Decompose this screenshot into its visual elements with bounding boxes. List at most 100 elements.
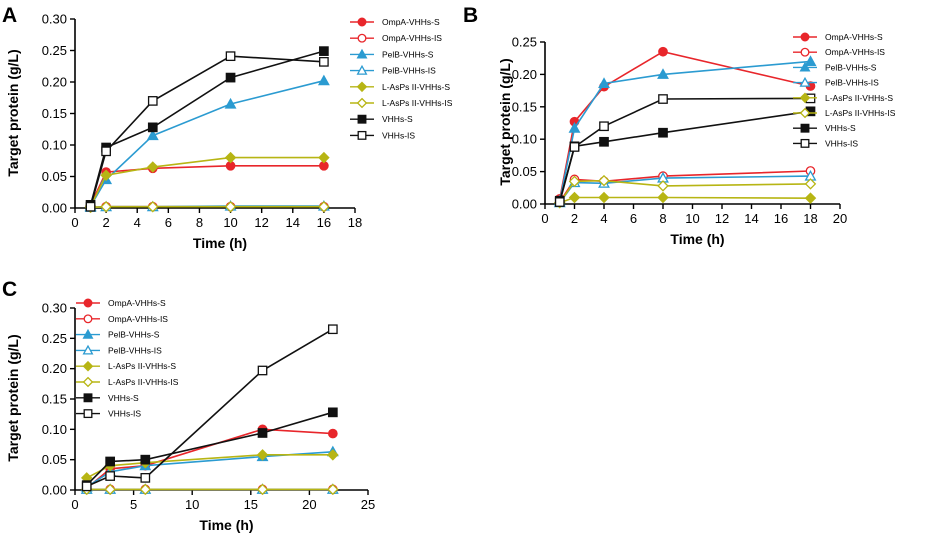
legend-label: OmpA-VHHs-S xyxy=(825,32,883,42)
series-line xyxy=(559,179,811,204)
x-tick-label: 10 xyxy=(685,211,699,226)
y-axis-title: Target protein (g/L) xyxy=(5,49,21,176)
legend-entry: PelB-VHHs-S xyxy=(76,328,160,340)
legend-marker xyxy=(357,33,367,43)
legend-entry: VHHs-S xyxy=(350,114,413,124)
x-tick-label: 20 xyxy=(833,211,847,226)
legend-label: OmpA-VHHs-S xyxy=(108,298,166,308)
legend-entry: L-AsPs II-VHHs-IS xyxy=(350,97,453,109)
series-vhhs-is xyxy=(554,93,816,207)
y-tick-label: 0.05 xyxy=(42,452,67,467)
data-point xyxy=(257,428,268,438)
legend-label: VHHs-IS xyxy=(108,409,141,419)
data-point xyxy=(319,56,329,67)
series-line xyxy=(89,79,325,207)
x-tick-label: 4 xyxy=(600,211,607,226)
legend-label: OmpA-VHHs-IS xyxy=(108,314,168,324)
legend-label: OmpA-VHHs-IS xyxy=(382,33,442,43)
x-tick-label: 10 xyxy=(185,497,199,512)
y-tick-label: 0.10 xyxy=(512,132,537,147)
x-tick-label: 2 xyxy=(571,211,578,226)
legend-entry: L-AsPs II-VHHs-S xyxy=(76,360,176,372)
panel-letter: A xyxy=(2,4,17,27)
data-point xyxy=(100,169,112,181)
x-tick-label: 0 xyxy=(541,211,548,226)
legend-entry: OmpA-VHHs-IS xyxy=(793,47,885,57)
legend-marker xyxy=(356,64,368,75)
legend-entry: VHHs-IS xyxy=(793,138,858,148)
legend-entry: VHHs-S xyxy=(76,393,139,403)
legend-label: VHHs-S xyxy=(825,123,856,133)
data-point xyxy=(224,97,237,109)
data-point xyxy=(598,174,610,187)
series-l-asps-ii-vhhs-is xyxy=(80,483,339,496)
series-line xyxy=(89,156,324,207)
data-point xyxy=(327,324,338,335)
series-line xyxy=(89,50,325,206)
legend-entry: L-AsPs II-VHHs-IS xyxy=(76,376,179,388)
series-pelb-vhhs-s xyxy=(553,55,817,206)
legend-marker xyxy=(799,76,811,87)
y-tick-label: 0.15 xyxy=(42,106,67,121)
data-point xyxy=(319,46,329,56)
legend-marker xyxy=(83,298,93,308)
data-point xyxy=(598,77,610,88)
x-axis-title: Time (h) xyxy=(670,231,724,247)
y-tick-label: 0.20 xyxy=(42,75,67,90)
series-line xyxy=(559,196,811,204)
y-tick-label: 0.15 xyxy=(512,99,537,114)
legend-marker xyxy=(356,97,368,109)
data-point xyxy=(658,127,668,138)
data-point xyxy=(554,197,565,207)
legend: OmpA-VHHs-S OmpA-VHHs-IS PelB-VHHs-S PelB-V… xyxy=(76,298,179,419)
legend-marker xyxy=(83,409,93,419)
data-point xyxy=(140,473,151,483)
data-point xyxy=(657,191,669,204)
legend-marker xyxy=(82,376,94,388)
y-axis-title: Target protein (g/L) xyxy=(497,58,513,185)
legend-entry: L-AsPs II-VHHs-S xyxy=(350,81,450,93)
y-tick-label: 0.15 xyxy=(42,392,67,407)
legend-entry: L-AsPs II-VHHs-IS xyxy=(793,107,896,119)
data-point xyxy=(804,192,817,204)
legend-marker xyxy=(82,360,94,372)
data-point xyxy=(327,483,339,496)
legend-label: PelB-VHHs-IS xyxy=(825,78,879,88)
legend: OmpA-VHHs-S OmpA-VHHs-IS PelB-VHHs-S PelB-V… xyxy=(350,17,453,140)
legend-marker xyxy=(82,344,94,355)
legend-entry: PelB-VHHs-IS xyxy=(350,64,436,76)
x-tick-label: 12 xyxy=(715,211,729,226)
x-tick-label: 16 xyxy=(774,211,788,226)
legend-marker xyxy=(83,314,93,324)
data-point xyxy=(657,68,669,79)
legend-label: OmpA-VHHs-IS xyxy=(825,47,885,57)
y-tick-label: 0.00 xyxy=(42,483,67,498)
data-point xyxy=(146,129,159,141)
legend-entry: OmpA-VHHs-S xyxy=(793,32,883,42)
x-tick-label: 14 xyxy=(744,211,758,226)
data-point xyxy=(599,136,609,147)
series-ompa-vhhs-s xyxy=(554,46,816,204)
x-tick-label: 6 xyxy=(630,211,637,226)
data-point xyxy=(139,483,152,496)
legend-entry: OmpA-VHHs-S xyxy=(350,17,440,27)
legend-marker xyxy=(83,393,93,403)
data-point xyxy=(147,122,158,133)
series-line xyxy=(86,451,333,488)
series-vhhs-is xyxy=(85,51,329,212)
legend-marker xyxy=(357,114,367,124)
legend-marker xyxy=(82,328,94,339)
y-tick-label: 0.05 xyxy=(512,164,537,179)
series-pelb-vhhs-s xyxy=(80,445,339,492)
legend-label: L-AsPs II-VHHs-IS xyxy=(108,377,179,387)
data-point xyxy=(327,407,338,418)
legend-label: L-AsPs II-VHHs-S xyxy=(382,82,450,92)
x-tick-label: 0 xyxy=(71,497,78,512)
legend-entry: PelB-VHHs-IS xyxy=(793,76,879,88)
legend-marker xyxy=(800,47,810,57)
legend-marker xyxy=(356,81,368,93)
y-tick-label: 0.10 xyxy=(42,138,67,153)
data-point xyxy=(225,72,236,83)
legend-label: VHHs-IS xyxy=(382,130,415,140)
x-tick-label: 6 xyxy=(165,215,172,230)
